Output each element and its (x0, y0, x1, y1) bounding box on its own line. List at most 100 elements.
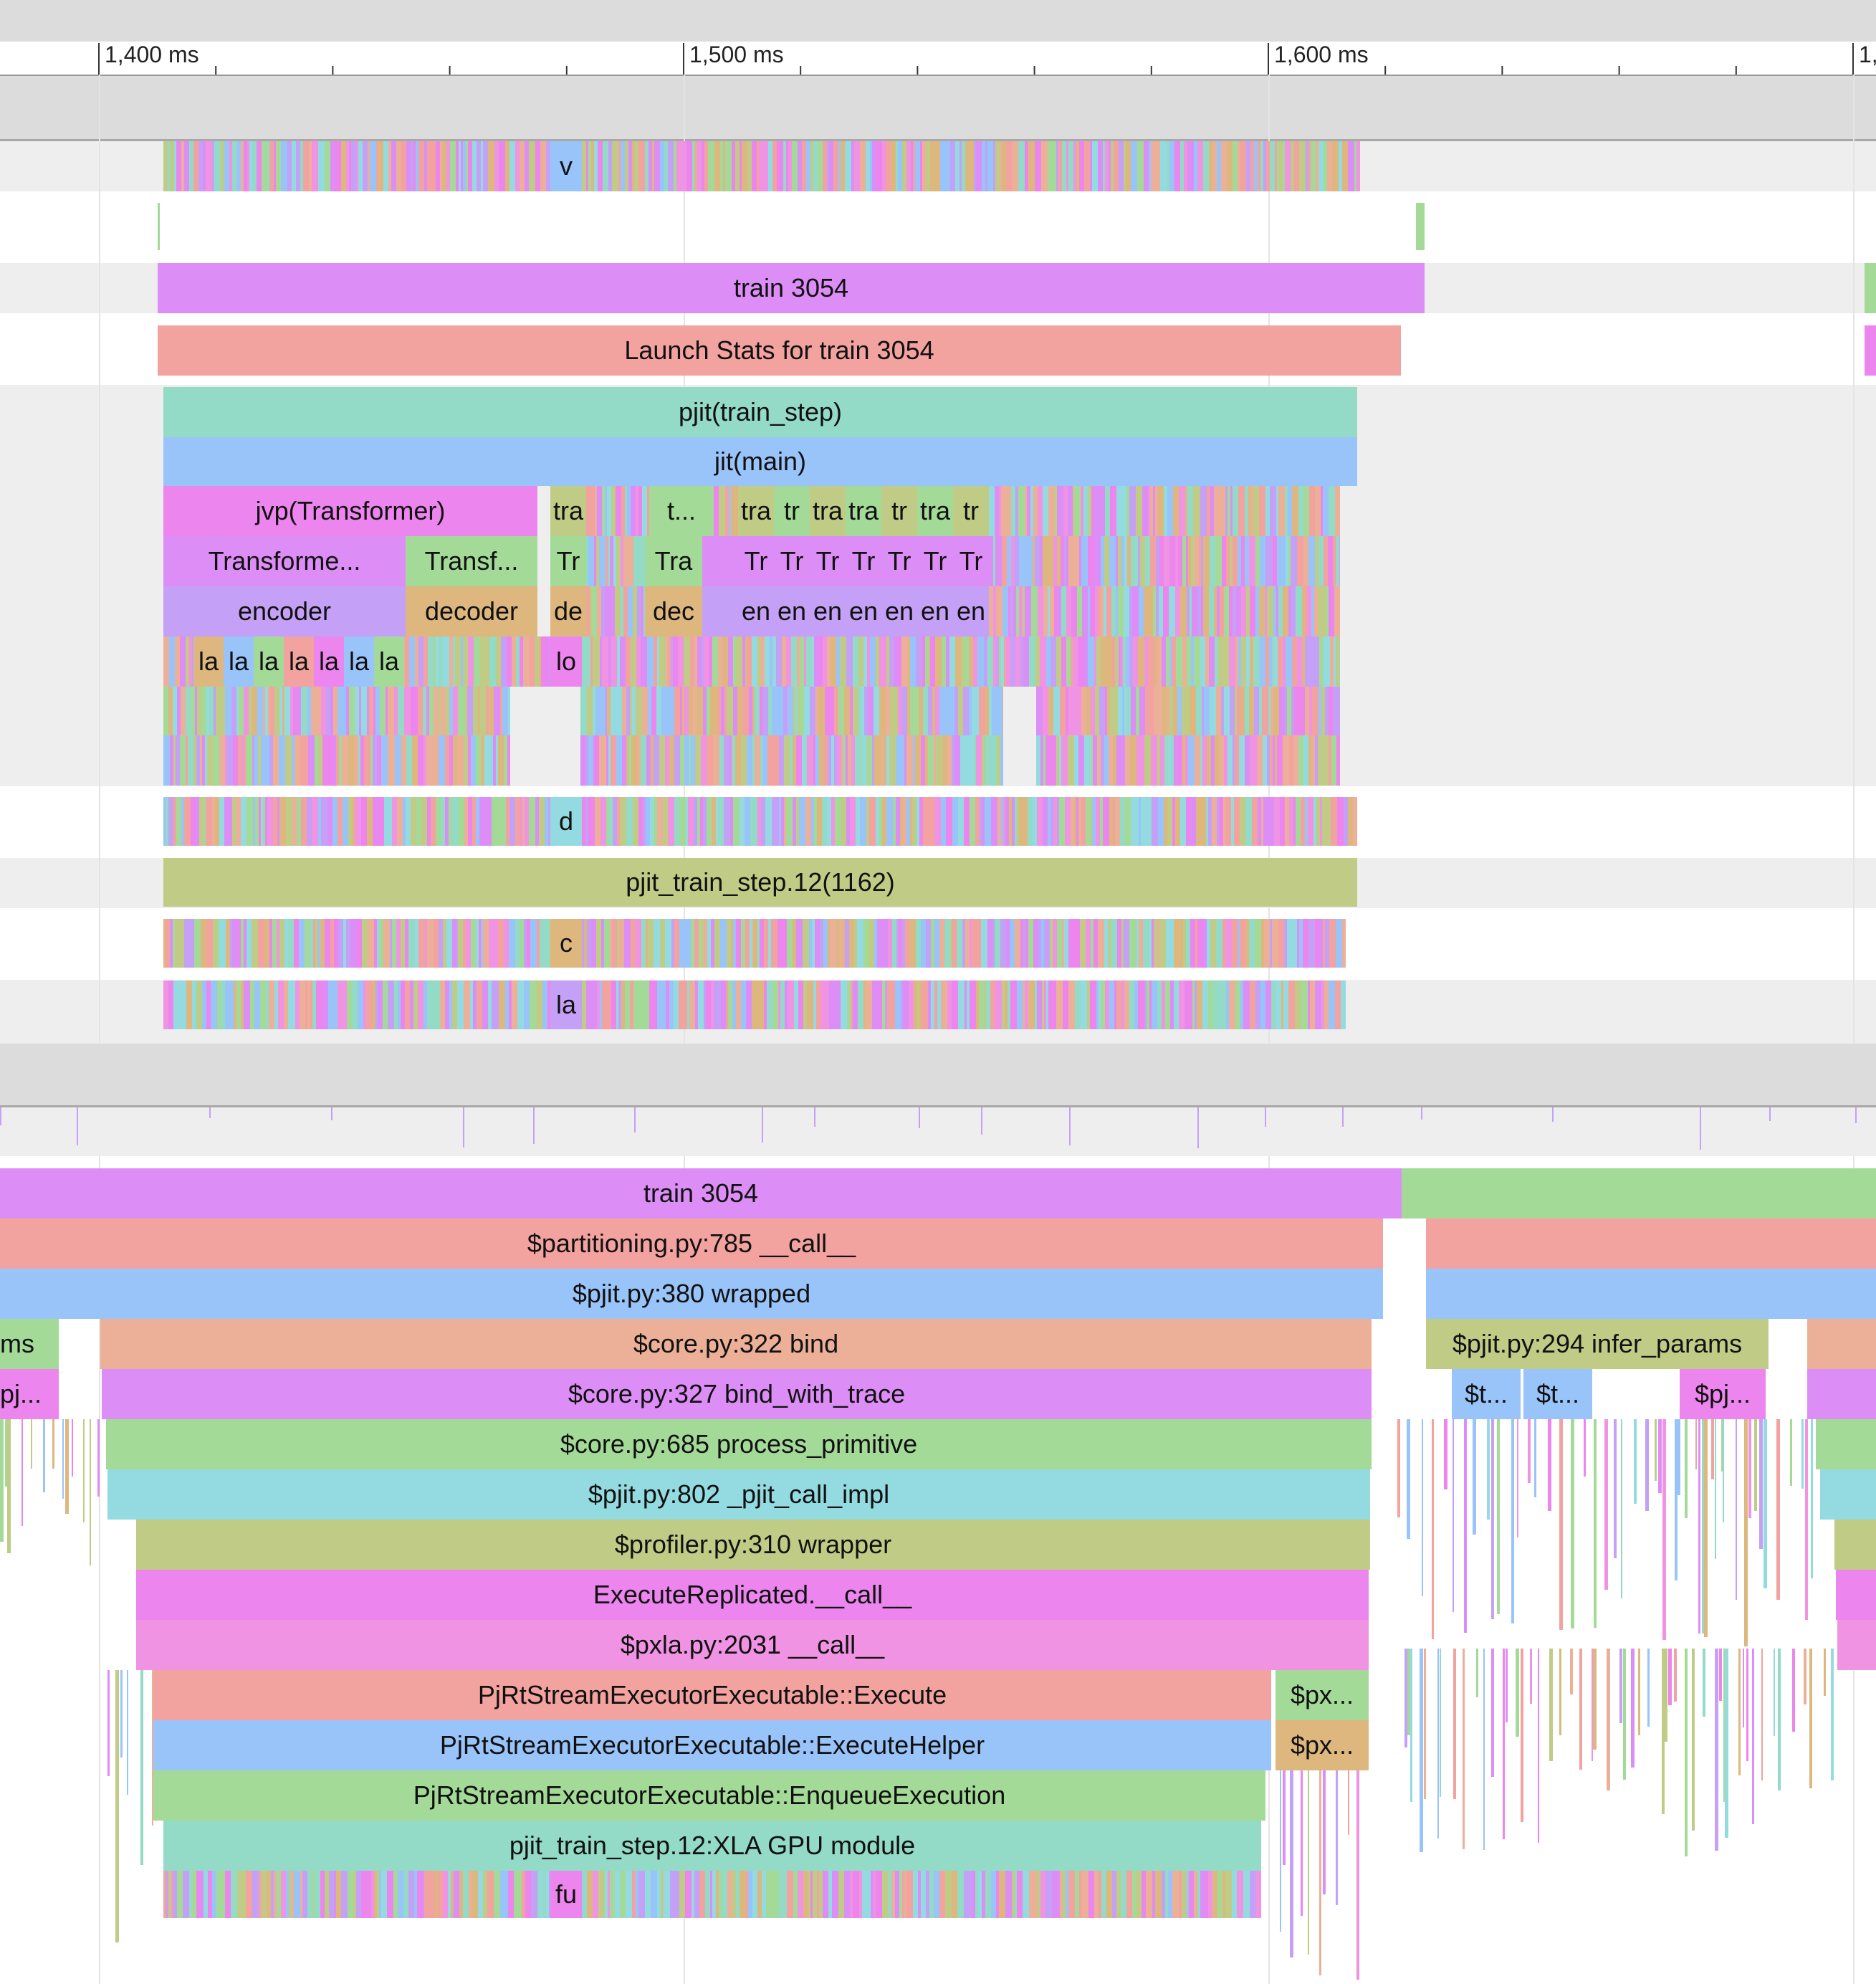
trace-event[interactable] (398, 1871, 403, 1918)
trace-event[interactable] (1152, 981, 1154, 1029)
trace-event[interactable] (829, 141, 833, 191)
slice-next[interactable] (1402, 1168, 1876, 1218)
trace-event[interactable] (1090, 141, 1092, 191)
trace-event[interactable] (1584, 1419, 1586, 1477)
trace-event[interactable] (1121, 919, 1124, 968)
trace-event[interactable] (484, 687, 486, 735)
trace-event[interactable] (467, 687, 473, 735)
trace-event[interactable] (508, 687, 510, 735)
trace-event[interactable] (1278, 636, 1283, 687)
trace-event[interactable] (668, 636, 671, 687)
trace-event[interactable] (367, 797, 373, 846)
trace-event[interactable] (1054, 586, 1058, 636)
trace-event[interactable] (1129, 486, 1136, 536)
trace-event[interactable] (1194, 1871, 1197, 1918)
trace-event[interactable] (1329, 586, 1334, 636)
trace-event[interactable] (379, 735, 381, 786)
trace-event[interactable] (1030, 486, 1033, 536)
trace-event[interactable] (823, 1871, 828, 1918)
trace-event[interactable] (1287, 919, 1292, 968)
trace-event[interactable] (403, 797, 406, 846)
trace-event[interactable] (874, 735, 876, 786)
trace-event[interactable] (327, 797, 332, 846)
trace-event[interactable] (882, 981, 885, 1029)
trace-event[interactable] (423, 687, 426, 735)
trace-event[interactable] (1165, 1871, 1168, 1918)
trace-event[interactable] (984, 636, 987, 687)
trace-event[interactable] (845, 919, 849, 968)
trace-event[interactable] (1337, 797, 1344, 846)
trace-event[interactable] (1045, 141, 1048, 191)
trace-event[interactable] (728, 636, 733, 687)
trace-event[interactable] (803, 981, 807, 1029)
trace-event[interactable] (1250, 735, 1253, 786)
trace-event[interactable] (1196, 797, 1200, 846)
trace-event[interactable] (1133, 636, 1138, 687)
trace-event[interactable] (1096, 797, 1100, 846)
trace-event[interactable] (1002, 687, 1003, 735)
trace-event[interactable] (632, 687, 636, 735)
trace-event[interactable] (1173, 486, 1179, 536)
trace-event[interactable] (388, 141, 391, 191)
trace-event[interactable] (654, 141, 660, 191)
trace-event[interactable] (374, 1871, 377, 1918)
trace-event[interactable] (931, 981, 934, 1029)
trace-event[interactable] (591, 981, 597, 1029)
trace-event[interactable] (459, 1871, 463, 1918)
trace-event[interactable] (727, 1871, 732, 1918)
trace-event[interactable] (1087, 981, 1090, 1029)
trace-event[interactable] (888, 1871, 891, 1918)
trace-event[interactable] (594, 141, 598, 191)
trace-event[interactable] (213, 735, 219, 786)
trace-event[interactable] (259, 797, 261, 846)
trace-event[interactable] (21, 1419, 23, 1526)
trace-event[interactable] (168, 141, 170, 191)
trace-event[interactable] (600, 687, 605, 735)
trace-event[interactable] (1453, 1419, 1454, 1612)
trace-event[interactable] (432, 735, 439, 786)
slice-tra[interactable]: tra (550, 486, 586, 536)
slice-tra[interactable]: tra (846, 486, 881, 536)
trace-event[interactable] (1172, 636, 1176, 687)
trace-event[interactable] (509, 141, 515, 191)
trace-event[interactable] (401, 919, 405, 968)
trace-event[interactable] (1029, 636, 1035, 687)
trace-event[interactable] (992, 919, 995, 968)
trace-event[interactable] (1277, 536, 1281, 586)
trace-event[interactable] (225, 735, 227, 786)
trace-event[interactable] (413, 141, 416, 191)
trace-event[interactable] (377, 735, 379, 786)
trace-event[interactable] (1311, 735, 1315, 786)
trace-event[interactable] (192, 1871, 196, 1918)
trace-event[interactable] (1048, 486, 1054, 536)
trace-event[interactable] (776, 636, 778, 687)
trace-event[interactable] (359, 687, 361, 735)
trace-event[interactable] (969, 636, 973, 687)
trace-event[interactable] (1023, 981, 1025, 1029)
slice-t-1[interactable]: $t... (1452, 1369, 1521, 1419)
trace-event[interactable] (588, 735, 593, 786)
trace-event[interactable] (1182, 1871, 1187, 1918)
trace-event[interactable] (1126, 1871, 1132, 1918)
trace-event[interactable] (944, 141, 950, 191)
trace-event[interactable] (1344, 797, 1348, 846)
trace-event[interactable] (1217, 1871, 1222, 1918)
trace-event[interactable] (1140, 735, 1144, 786)
trace-event[interactable] (1086, 919, 1091, 968)
trace-event[interactable] (784, 1871, 787, 1918)
trace-event[interactable] (732, 141, 735, 191)
trace-event[interactable] (202, 735, 205, 786)
trace-event[interactable] (1075, 687, 1081, 735)
trace-event[interactable] (504, 919, 509, 968)
trace-event[interactable] (669, 981, 674, 1029)
trace-event[interactable] (1197, 1107, 1199, 1148)
trace-event[interactable] (851, 981, 853, 1029)
trace-event[interactable] (334, 1871, 336, 1918)
trace-event[interactable] (302, 1871, 307, 1918)
trace-event[interactable] (450, 141, 456, 191)
trace-event[interactable] (1086, 486, 1088, 536)
trace-event[interactable] (642, 687, 648, 735)
trace-event[interactable] (219, 1871, 225, 1918)
trace-event[interactable] (1246, 586, 1250, 636)
trace-event[interactable] (679, 797, 686, 846)
